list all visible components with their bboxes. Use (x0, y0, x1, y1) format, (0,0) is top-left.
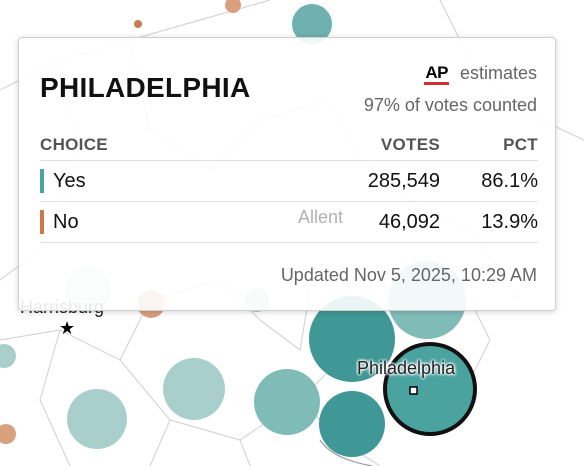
results-table: CHOICE VOTES PCT Yes 285,549 86.1% No 46… (40, 130, 538, 243)
results-source: AP estimates (424, 63, 537, 85)
no-color-swatch (40, 210, 44, 234)
county-marker[interactable] (163, 358, 225, 420)
source-text: estimates (459, 63, 537, 83)
results-table-header: CHOICE VOTES PCT (40, 130, 538, 161)
column-header-pct: PCT (503, 135, 538, 154)
city-label-philadelphia: Philadelphia (357, 358, 456, 378)
county-marker[interactable] (134, 20, 142, 28)
philadelphia-city-dot (409, 386, 418, 395)
updated-timestamp: Updated Nov 5, 2025, 10:29 AM (280, 265, 537, 285)
column-header-votes: VOTES (380, 135, 440, 154)
county-marker[interactable] (225, 0, 241, 13)
choice-label: Yes (53, 169, 86, 192)
column-header-choice: CHOICE (40, 135, 108, 154)
pct-value: 86.1% (481, 169, 538, 192)
choice-label: No (53, 210, 79, 233)
county-marker[interactable] (309, 296, 395, 382)
votes-value: 46,092 (378, 210, 440, 233)
tooltip-title: PHILADELPHIA (40, 72, 251, 103)
table-row: No 46,092 13.9% (40, 202, 538, 243)
capital-star-icon: ★ (59, 318, 76, 338)
pct-value: 13.9% (481, 210, 538, 233)
ap-logo-icon: AP (424, 64, 449, 85)
county-marker[interactable] (67, 389, 127, 449)
selected-county-marker[interactable] (383, 342, 477, 436)
river-line (319, 439, 373, 466)
county-marker[interactable] (0, 344, 16, 368)
county-results-tooltip: PHILADELPHIA AP estimates 97% of votes c… (18, 37, 556, 311)
table-row: Yes 285,549 86.1% (40, 161, 538, 202)
votes-counted: 97% of votes counted (363, 95, 537, 115)
county-marker[interactable] (0, 424, 16, 444)
county-marker[interactable] (292, 4, 332, 44)
yes-color-swatch (40, 169, 44, 193)
city-label-allentown: Allent (298, 207, 344, 227)
votes-value: 285,549 (367, 169, 440, 192)
county-marker[interactable] (254, 369, 320, 435)
county-marker[interactable] (319, 391, 385, 457)
